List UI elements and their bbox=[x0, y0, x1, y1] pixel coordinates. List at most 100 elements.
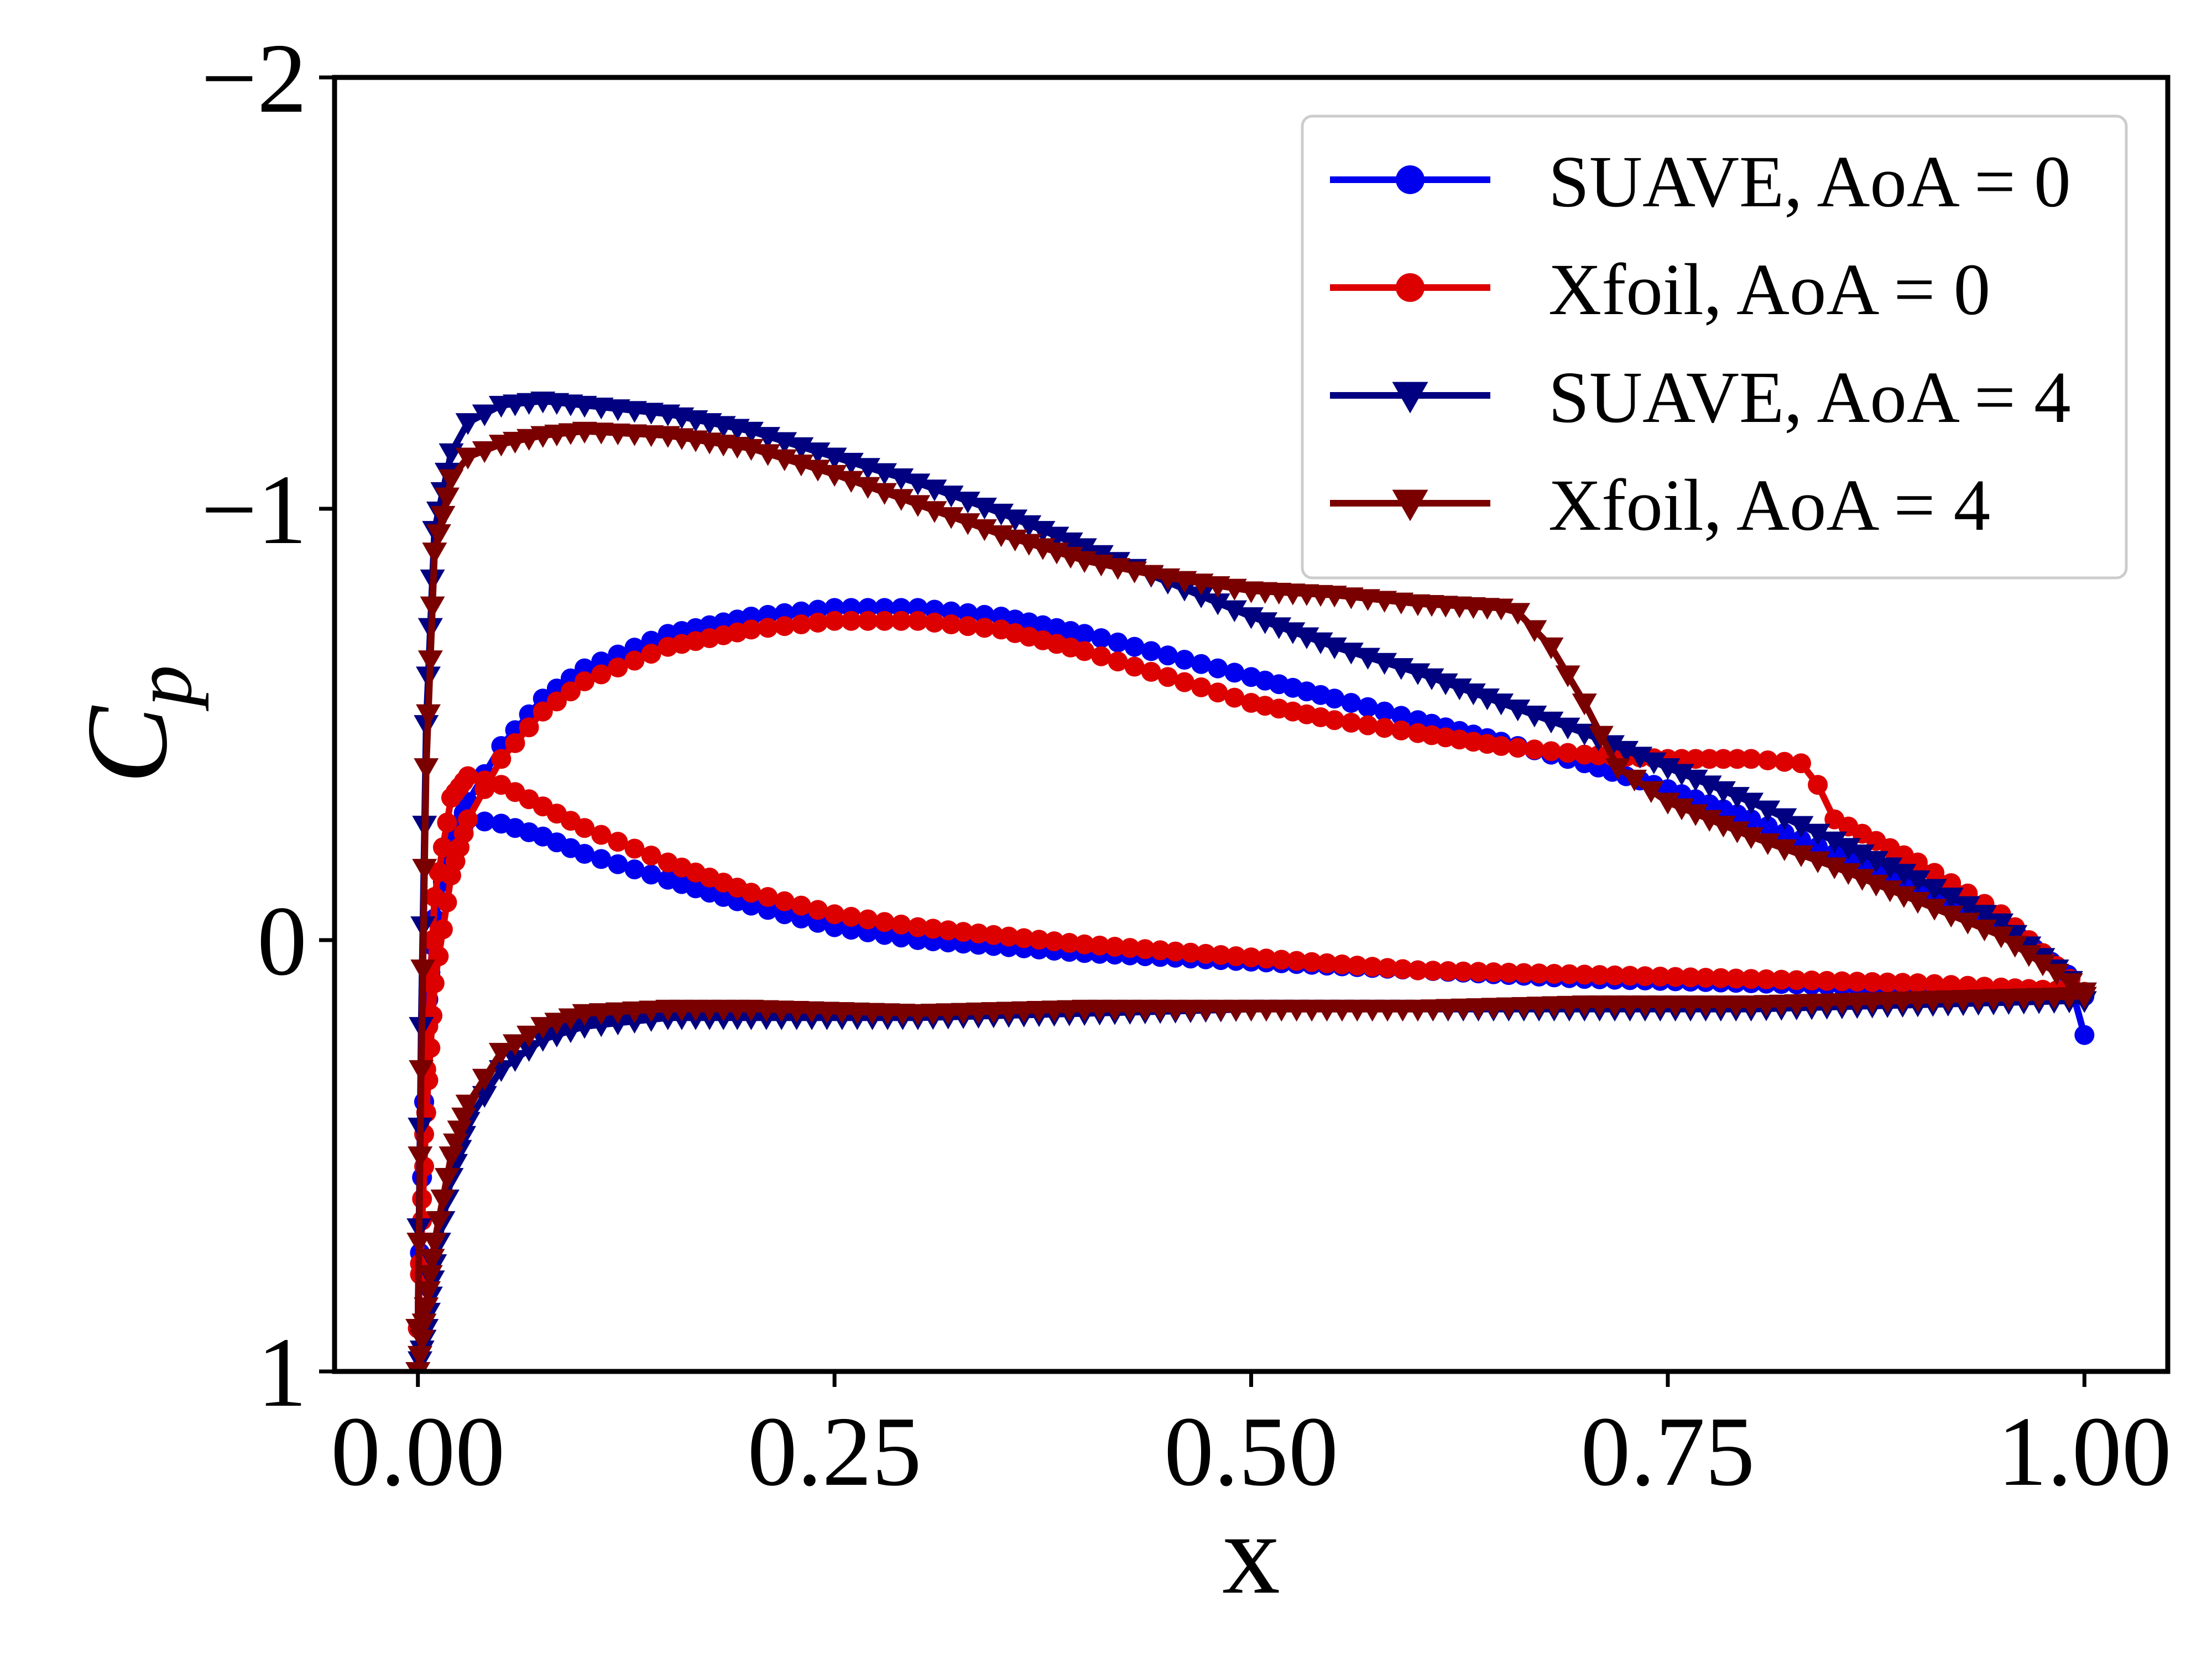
data-point bbox=[955, 492, 980, 514]
data-point bbox=[1655, 758, 1681, 780]
data-point bbox=[502, 1034, 528, 1056]
data-point bbox=[458, 766, 478, 786]
data-point bbox=[472, 404, 497, 426]
data-point bbox=[1208, 682, 1228, 703]
data-point bbox=[572, 395, 597, 418]
data-point bbox=[1655, 792, 1681, 815]
data-point bbox=[922, 479, 947, 502]
data-point bbox=[1241, 947, 1261, 968]
data-point bbox=[1955, 896, 1980, 919]
data-point bbox=[575, 844, 595, 864]
data-point bbox=[439, 469, 464, 491]
data-point bbox=[1091, 628, 1112, 648]
data-point bbox=[972, 498, 997, 520]
data-point bbox=[2044, 963, 2069, 986]
data-point bbox=[1271, 950, 1292, 970]
data-point bbox=[1922, 879, 1947, 901]
series-4 bbox=[405, 421, 2097, 1371]
data-point bbox=[1089, 935, 1110, 956]
data-point bbox=[624, 838, 645, 859]
y-axis-label-main: C bbox=[63, 705, 191, 784]
data-point bbox=[605, 423, 630, 446]
data-point bbox=[1832, 971, 1852, 992]
data-point bbox=[1074, 934, 1095, 954]
data-point bbox=[1741, 749, 1761, 769]
data-point bbox=[807, 612, 828, 633]
y-tick-label: −1 bbox=[201, 455, 307, 565]
data-point bbox=[874, 912, 895, 932]
data-point bbox=[1522, 705, 1547, 728]
data-point bbox=[544, 1013, 570, 1035]
data-point bbox=[1157, 667, 1178, 687]
data-point bbox=[418, 650, 443, 672]
data-point bbox=[791, 614, 811, 635]
data-point bbox=[530, 1017, 556, 1039]
data-point bbox=[430, 1190, 456, 1212]
data-point bbox=[1059, 932, 1079, 953]
data-point bbox=[938, 486, 964, 508]
data-point bbox=[1341, 693, 1361, 713]
data-point bbox=[941, 614, 962, 635]
data-point bbox=[572, 1017, 597, 1039]
y-tick-label: 0 bbox=[257, 886, 307, 996]
data-point bbox=[1538, 637, 1564, 660]
data-point bbox=[905, 473, 931, 495]
data-point bbox=[1355, 589, 1380, 611]
data-point bbox=[1891, 886, 1917, 908]
x-tick-label: 0.50 bbox=[1164, 1396, 1338, 1506]
data-point bbox=[1141, 661, 1161, 682]
data-point bbox=[1491, 736, 1511, 756]
data-point bbox=[1972, 919, 1997, 942]
data-point bbox=[1044, 526, 1070, 549]
y-tick-label: 1 bbox=[257, 1317, 307, 1427]
data-point bbox=[572, 1004, 597, 1026]
data-point bbox=[605, 1013, 630, 1036]
data-point bbox=[1468, 962, 1489, 982]
x-tick-label: 1.00 bbox=[1997, 1396, 2172, 1506]
y-tick-label: −2 bbox=[201, 23, 307, 133]
data-point bbox=[1150, 940, 1171, 961]
data-point bbox=[605, 399, 630, 421]
data-point bbox=[1222, 600, 1247, 623]
data-point bbox=[1256, 948, 1276, 969]
data-point bbox=[1499, 962, 1519, 983]
data-point bbox=[1208, 658, 1228, 679]
data-point bbox=[1627, 747, 1653, 769]
data-point bbox=[2072, 987, 2097, 1009]
data-point bbox=[1058, 532, 1083, 555]
data-point bbox=[434, 1168, 460, 1190]
data-point bbox=[1108, 651, 1128, 672]
data-point bbox=[1358, 715, 1378, 735]
data-point bbox=[1226, 946, 1246, 967]
data-point bbox=[608, 832, 628, 852]
data-point bbox=[1622, 769, 1647, 792]
data-point bbox=[1489, 693, 1514, 716]
data-point bbox=[1955, 912, 1980, 935]
data-point bbox=[1392, 382, 1428, 414]
data-point bbox=[434, 487, 460, 510]
data-point bbox=[455, 447, 481, 469]
data-point bbox=[1905, 870, 1931, 893]
data-point bbox=[1727, 749, 1747, 769]
data-point bbox=[1924, 974, 1945, 994]
data-point bbox=[426, 1211, 451, 1233]
data-point bbox=[1124, 637, 1145, 657]
data-point bbox=[533, 701, 553, 722]
data-point bbox=[1014, 928, 1034, 948]
data-point bbox=[953, 922, 973, 942]
data-point bbox=[1332, 954, 1352, 974]
data-point bbox=[1877, 880, 1903, 902]
data-point bbox=[1713, 749, 1734, 769]
legend-item: SUAVE, AoA = 4 bbox=[1330, 356, 2071, 438]
data-point bbox=[1938, 905, 1964, 928]
data-point bbox=[2058, 973, 2083, 995]
data-point bbox=[1483, 962, 1504, 983]
data-point bbox=[1757, 816, 1778, 837]
data-point bbox=[858, 909, 878, 930]
data-point bbox=[406, 1233, 432, 1255]
data-point bbox=[1681, 967, 1701, 988]
data-point bbox=[544, 1025, 570, 1048]
data-point bbox=[588, 422, 614, 445]
data-point bbox=[1347, 956, 1368, 976]
data-point bbox=[858, 611, 878, 631]
